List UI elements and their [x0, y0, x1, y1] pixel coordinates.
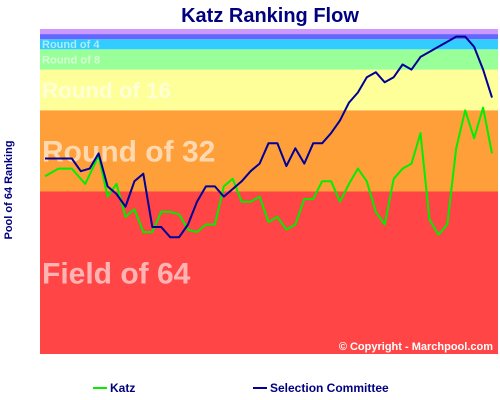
legend-label-katz: Katz: [110, 381, 135, 395]
band-label-round-of-16: Round of 16: [42, 78, 171, 103]
band-label-field-of-64: Field of 64: [42, 258, 191, 291]
band-field-of-64: [40, 191, 498, 354]
series-line-katz: [44, 106, 493, 236]
ranking-band-labels: Field of 64 Round of 32 Round of 16 Round o…: [42, 39, 215, 290]
chart-title: Katz Ranking Flow: [181, 5, 359, 27]
band-label-round-of-4: Round of 4: [42, 39, 100, 51]
band-top-5: [40, 34, 498, 40]
series-lines: [44, 35, 493, 239]
band-label-round-of-8: Round of 8: [42, 54, 100, 66]
copyright-annotation: © Copyright - Marchpool.com: [339, 341, 493, 353]
legend: Katz Selection Committee: [93, 381, 389, 395]
band-label-round-of-32: Round of 32: [42, 136, 215, 169]
band-round-of-8: [40, 49, 498, 70]
y-axis-label: Pool of 64 Ranking: [3, 140, 15, 239]
band-round-of-4: [40, 39, 498, 50]
series-line-selection-committee: [45, 35, 493, 239]
band-top-6: [40, 29, 498, 35]
legend-label-selection-committee: Selection Committee: [270, 381, 389, 395]
band-round-of-16: [40, 69, 498, 111]
